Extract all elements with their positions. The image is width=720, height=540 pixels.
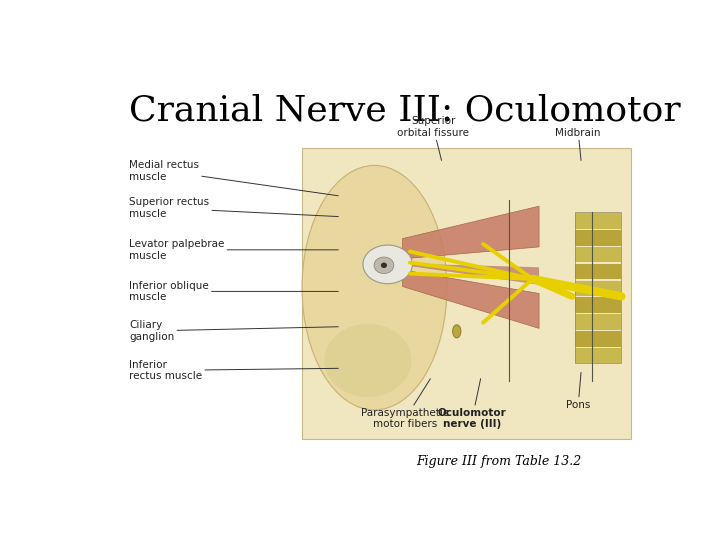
Ellipse shape: [453, 325, 461, 338]
Text: Levator palpebrae
muscle: Levator palpebrae muscle: [129, 239, 338, 261]
Text: Midbrain: Midbrain: [556, 127, 601, 160]
Text: Inferior oblique
muscle: Inferior oblique muscle: [129, 281, 338, 302]
Text: Parasympathetic
motor fibers: Parasympathetic motor fibers: [361, 379, 449, 429]
Text: Cranial Nerve III: Oculomotor: Cranial Nerve III: Oculomotor: [129, 94, 680, 128]
FancyBboxPatch shape: [302, 148, 631, 439]
Ellipse shape: [302, 165, 447, 410]
Ellipse shape: [363, 245, 413, 284]
FancyBboxPatch shape: [575, 264, 621, 279]
Polygon shape: [402, 206, 539, 259]
FancyBboxPatch shape: [575, 213, 621, 229]
Text: Inferior
rectus muscle: Inferior rectus muscle: [129, 360, 338, 381]
Ellipse shape: [381, 262, 387, 268]
Text: Pons: Pons: [566, 373, 590, 409]
Text: Medial rectus
muscle: Medial rectus muscle: [129, 160, 338, 196]
FancyBboxPatch shape: [575, 331, 621, 347]
FancyBboxPatch shape: [575, 298, 621, 313]
FancyBboxPatch shape: [575, 348, 621, 363]
FancyBboxPatch shape: [575, 230, 621, 246]
Text: Figure III from Table 13.2: Figure III from Table 13.2: [415, 455, 581, 468]
Text: Superior rectus
muscle: Superior rectus muscle: [129, 198, 338, 219]
Polygon shape: [405, 264, 539, 285]
FancyBboxPatch shape: [575, 247, 621, 262]
Text: Ciliary
ganglion: Ciliary ganglion: [129, 320, 338, 342]
Polygon shape: [402, 270, 539, 328]
Text: Oculomotor
nerve (III): Oculomotor nerve (III): [438, 379, 507, 429]
Ellipse shape: [374, 257, 394, 274]
FancyBboxPatch shape: [575, 281, 621, 296]
FancyBboxPatch shape: [575, 314, 621, 330]
Ellipse shape: [325, 324, 411, 397]
Text: Superior
orbital fissure: Superior orbital fissure: [397, 116, 469, 160]
